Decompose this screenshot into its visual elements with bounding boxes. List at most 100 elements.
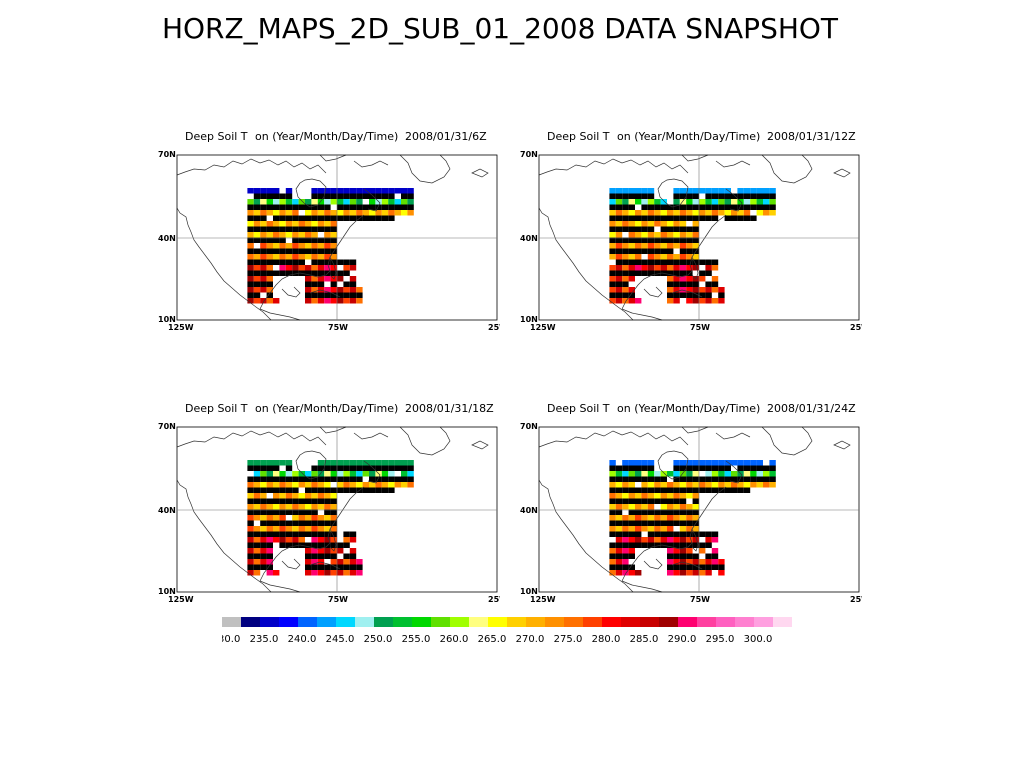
grid-cell bbox=[253, 564, 261, 570]
grid-cell bbox=[343, 537, 350, 543]
grid-cell bbox=[654, 482, 661, 488]
grid-cell bbox=[311, 276, 318, 282]
grid-cell bbox=[375, 482, 382, 488]
grid-cell bbox=[253, 193, 261, 199]
grid-cell bbox=[673, 542, 680, 548]
coastline-segment bbox=[538, 479, 634, 593]
grid-cell bbox=[247, 553, 254, 559]
grid-cell bbox=[692, 476, 699, 482]
grid-cell bbox=[279, 243, 286, 249]
grid-cell bbox=[622, 531, 629, 537]
grid-cell bbox=[686, 570, 693, 576]
grid-cell bbox=[756, 460, 763, 466]
grid-cell bbox=[330, 292, 337, 298]
grid-cell bbox=[285, 199, 293, 205]
grid-cell bbox=[731, 210, 738, 216]
grid-cell bbox=[622, 465, 629, 471]
grid-cell bbox=[253, 188, 261, 194]
grid-cell bbox=[718, 564, 725, 570]
lat-label-70n: 70N bbox=[520, 150, 538, 159]
grid-cell bbox=[718, 188, 725, 194]
grid-cell bbox=[273, 526, 280, 532]
grid-cell bbox=[769, 193, 776, 199]
grid-cell bbox=[305, 265, 312, 271]
coastline-segment bbox=[643, 286, 663, 298]
grid-cell bbox=[298, 243, 305, 249]
grid-cell bbox=[635, 526, 642, 532]
grid-cell bbox=[673, 265, 680, 271]
grid-cell bbox=[311, 232, 318, 238]
grid-cell bbox=[375, 193, 382, 199]
grid-cell bbox=[298, 476, 305, 482]
grid-cell bbox=[647, 526, 655, 532]
grid-cell bbox=[743, 465, 751, 471]
grid-cell bbox=[711, 553, 719, 559]
grid-cell bbox=[711, 482, 719, 488]
grid-cell bbox=[705, 531, 712, 537]
grid-cell bbox=[401, 193, 408, 199]
grid-cell bbox=[330, 504, 337, 510]
grid-cell bbox=[260, 265, 267, 271]
grid-cell bbox=[337, 270, 344, 276]
grid-cell bbox=[253, 199, 261, 205]
grid-cell bbox=[356, 292, 363, 298]
grid-cell bbox=[292, 493, 299, 499]
grid-cell bbox=[654, 248, 661, 254]
grid-cell bbox=[324, 226, 331, 232]
grid-cell bbox=[305, 564, 312, 570]
grid-cell bbox=[285, 226, 293, 232]
grid-cell bbox=[324, 482, 331, 488]
grid-cell bbox=[292, 232, 299, 238]
grid-cell bbox=[737, 215, 744, 221]
grid-cell bbox=[660, 226, 667, 232]
grid-cell bbox=[641, 226, 648, 232]
grid-cell bbox=[718, 199, 725, 205]
grid-cell bbox=[686, 193, 693, 199]
grid-cell bbox=[654, 520, 661, 526]
grid-cell bbox=[711, 564, 719, 570]
grid-cell bbox=[317, 570, 325, 576]
grid-cell bbox=[253, 287, 261, 293]
grid-cell bbox=[609, 526, 616, 532]
grid-cell bbox=[609, 476, 616, 482]
grid-cell bbox=[609, 248, 616, 254]
grid-cell bbox=[279, 193, 286, 199]
colorbar-swatch bbox=[355, 617, 374, 627]
grid-cell bbox=[349, 188, 357, 194]
grid-cell bbox=[635, 199, 642, 205]
grid-cell bbox=[311, 526, 318, 532]
grid-cell bbox=[692, 193, 699, 199]
grid-cell bbox=[705, 570, 712, 576]
grid-cell bbox=[343, 281, 350, 287]
grid-cell bbox=[667, 548, 674, 554]
grid-cell bbox=[311, 193, 318, 199]
grid-cell bbox=[381, 215, 389, 221]
grid-cell bbox=[285, 487, 293, 493]
coastline-segment bbox=[725, 460, 743, 484]
grid-cell bbox=[273, 537, 280, 543]
grid-cell bbox=[305, 570, 312, 576]
grid-cell bbox=[285, 526, 293, 532]
grid-cell bbox=[298, 531, 305, 537]
grid-cell bbox=[305, 526, 312, 532]
grid-cell bbox=[615, 248, 623, 254]
grid-cell bbox=[699, 298, 706, 304]
grid-cell bbox=[330, 259, 337, 265]
grid-cell bbox=[699, 570, 706, 576]
grid-cell bbox=[305, 292, 312, 298]
grid-cell bbox=[622, 520, 629, 526]
grid-cell bbox=[622, 298, 629, 304]
grid-cell bbox=[330, 199, 337, 205]
grid-cell bbox=[679, 232, 687, 238]
grid-cell bbox=[317, 265, 325, 271]
grid-cell bbox=[311, 531, 318, 537]
grid-cell bbox=[266, 199, 273, 205]
grid-cell bbox=[711, 265, 719, 271]
grid-cell bbox=[324, 537, 331, 543]
grid-cell bbox=[635, 193, 642, 199]
grid-cell bbox=[273, 210, 280, 216]
grid-cell bbox=[622, 476, 629, 482]
grid-cell bbox=[615, 526, 623, 532]
lat-label-40n: 40N bbox=[520, 234, 538, 243]
grid-cell bbox=[292, 515, 299, 521]
